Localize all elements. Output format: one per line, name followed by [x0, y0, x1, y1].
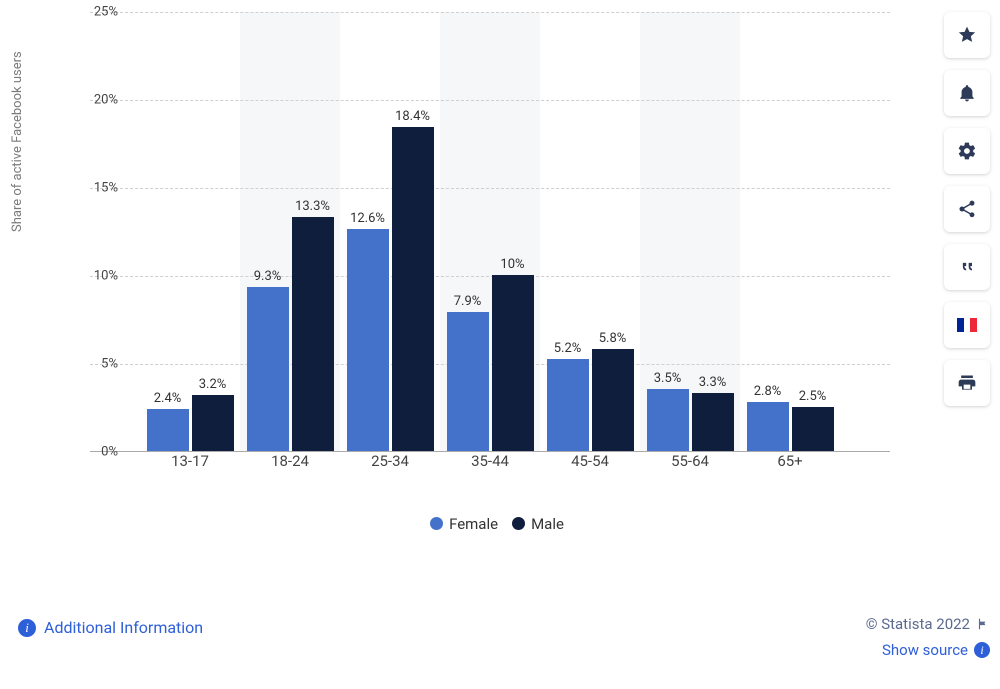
print-button[interactable] [944, 360, 990, 406]
bar-value-label: 18.4% [395, 109, 430, 127]
cite-button[interactable] [944, 244, 990, 290]
bar-female[interactable]: 12.6% [347, 229, 389, 451]
share-button[interactable] [944, 186, 990, 232]
additional-info-link[interactable]: i Additional Information [18, 618, 203, 637]
x-tick-label: 35-44 [440, 452, 540, 470]
x-tick-label: 45-54 [540, 452, 640, 470]
legend-swatch [512, 517, 525, 530]
bar-group: 7.9%10% [440, 275, 540, 451]
bar-value-label: 2.4% [154, 391, 182, 409]
footer-right: © Statista 2022 Show source i [866, 615, 990, 659]
y-tick-label: 20% [58, 93, 118, 108]
bar-group: 12.6%18.4% [340, 127, 440, 451]
flag-fr-icon [957, 318, 977, 332]
legend-label[interactable]: Female [449, 515, 498, 533]
bar-male[interactable]: 10% [492, 275, 534, 451]
x-tick-label: 25-34 [340, 452, 440, 470]
bar-group: 9.3%13.3% [240, 217, 340, 451]
show-source-link[interactable]: Show source i [866, 641, 990, 659]
action-sidebar [944, 12, 990, 406]
bar-group: 2.8%2.5% [740, 402, 840, 451]
settings-button[interactable] [944, 128, 990, 174]
info-icon: i [974, 642, 990, 658]
gridline [90, 12, 890, 13]
bar-value-label: 12.6% [350, 211, 385, 229]
x-tick-label: 18-24 [240, 452, 340, 470]
bar-male[interactable]: 2.5% [792, 407, 834, 451]
bar-group: 5.2%5.8% [540, 349, 640, 451]
y-tick-label: 5% [58, 357, 118, 372]
legend-label[interactable]: Male [531, 515, 564, 533]
bar-value-label: 3.2% [199, 377, 227, 395]
bar-value-label: 3.5% [654, 371, 682, 389]
gridline [90, 100, 890, 101]
locale-button[interactable] [944, 302, 990, 348]
copyright: © Statista 2022 [866, 615, 990, 633]
bar-value-label: 3.3% [699, 375, 727, 393]
bar-female[interactable]: 5.2% [547, 359, 589, 451]
y-tick-label: 25% [58, 5, 118, 20]
bar-group: 2.4%3.2% [140, 395, 240, 451]
bar-value-label: 9.3% [254, 269, 282, 287]
bar-value-label: 2.5% [799, 389, 827, 407]
bar-male[interactable]: 3.3% [692, 393, 734, 451]
bar-male[interactable]: 5.8% [592, 349, 634, 451]
bar-value-label: 10% [500, 257, 524, 275]
x-tick-label: 13-17 [140, 452, 240, 470]
x-tick-label: 65+ [740, 452, 840, 470]
bar-value-label: 7.9% [454, 294, 482, 312]
bar-value-label: 5.8% [599, 331, 627, 349]
bar-female[interactable]: 2.4% [147, 409, 189, 451]
y-tick-label: 10% [58, 269, 118, 284]
bar-value-label: 5.2% [554, 341, 582, 359]
y-tick-label: 15% [58, 181, 118, 196]
bar-male[interactable]: 3.2% [192, 395, 234, 451]
y-axis-label: Share of active Facebook users [10, 51, 25, 232]
chart-container: Share of active Facebook users 2.4%3.2%9… [0, 0, 930, 560]
legend: Female Male [90, 515, 890, 533]
x-tick-label: 55-64 [640, 452, 740, 470]
bar-female[interactable]: 9.3% [247, 287, 289, 451]
bar-female[interactable]: 2.8% [747, 402, 789, 451]
bar-group: 3.5%3.3% [640, 389, 740, 451]
bar-male[interactable]: 13.3% [292, 217, 334, 451]
plot-area: 2.4%3.2%9.3%13.3%12.6%18.4%7.9%10%5.2%5.… [90, 12, 890, 452]
info-icon: i [18, 619, 36, 637]
bar-male[interactable]: 18.4% [392, 127, 434, 451]
additional-info-label: Additional Information [44, 618, 203, 637]
gridline [90, 188, 890, 189]
bar-female[interactable]: 3.5% [647, 389, 689, 451]
favorite-button[interactable] [944, 12, 990, 58]
bar-value-label: 13.3% [295, 199, 330, 217]
y-tick-label: 0% [58, 445, 118, 460]
notify-button[interactable] [944, 70, 990, 116]
legend-swatch [430, 517, 443, 530]
flag-icon [976, 617, 990, 631]
bar-female[interactable]: 7.9% [447, 312, 489, 451]
bar-value-label: 2.8% [754, 384, 782, 402]
